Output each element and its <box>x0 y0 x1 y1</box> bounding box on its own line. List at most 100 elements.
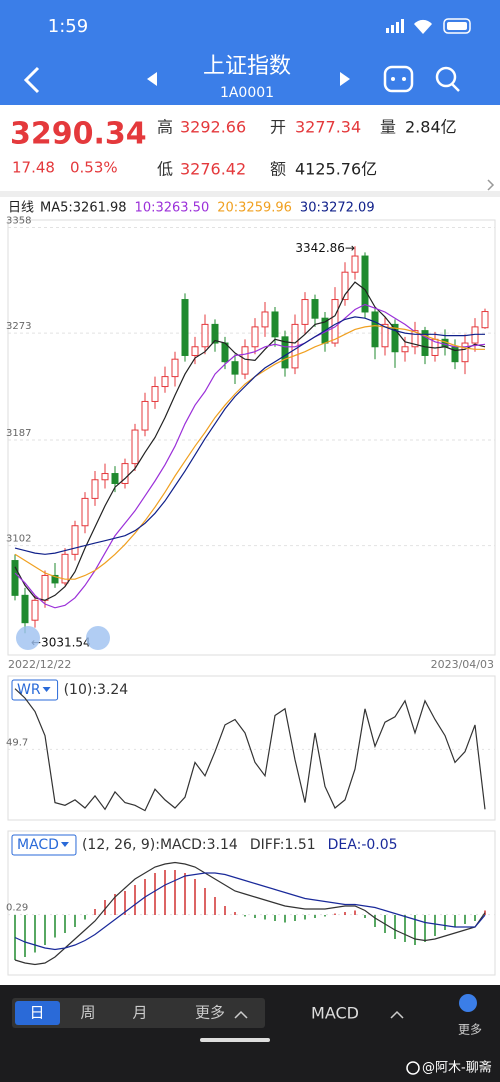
ma-line <box>14 281 486 601</box>
status-time: 1:59 <box>48 16 88 37</box>
candle-body <box>151 386 159 402</box>
candle-body <box>271 311 279 338</box>
y-tick-label: 3187 <box>6 428 31 439</box>
separator <box>0 191 500 197</box>
min-annotation: ←3031.54 <box>31 636 91 650</box>
candle-body <box>461 342 469 363</box>
stat-label: 高 <box>157 118 173 137</box>
indicator-select[interactable]: MACD <box>311 1004 359 1023</box>
legend-entry: 10:3263.50 <box>135 201 210 216</box>
candle-body <box>131 429 139 465</box>
change: 17.48 <box>12 159 55 177</box>
ma-line <box>14 316 485 555</box>
candle-body <box>171 358 179 378</box>
period-tabs <box>12 998 265 1028</box>
candle-body <box>251 326 259 348</box>
candle-body <box>351 255 359 273</box>
candle-body <box>11 560 19 596</box>
stock-title: 上证指数 <box>203 54 291 79</box>
candle-body <box>301 299 309 325</box>
period-tab[interactable]: 月 <box>132 1004 147 1022</box>
period-tab[interactable]: 日 <box>29 1004 44 1022</box>
legend-entry: DIFF:1.51 <box>250 837 316 853</box>
candle-body <box>111 473 119 484</box>
macd-line <box>14 872 486 951</box>
candle-body <box>211 323 219 344</box>
legend-entry: 20:3259.96 <box>217 201 292 216</box>
period-label: 日线 <box>8 201 34 216</box>
legend-entry: 30:3272.09 <box>300 201 375 216</box>
candle-body <box>51 574 59 584</box>
prev-button[interactable] <box>147 72 157 86</box>
x-tick-label: 2022/12/22 <box>8 658 71 671</box>
search-button[interactable] <box>435 66 460 92</box>
face-button[interactable] <box>383 65 414 93</box>
candle-body <box>481 311 489 329</box>
dropdown-triangle <box>42 687 51 692</box>
indicator-params: (10):3.24 <box>64 682 129 698</box>
stat-value: 3292.66 <box>180 118 246 137</box>
back-button[interactable] <box>23 66 40 94</box>
candle-body <box>191 346 199 356</box>
more-button[interactable]: 更多 <box>458 1023 482 1037</box>
candle-body <box>341 271 349 301</box>
candle-body <box>281 336 289 369</box>
y-tick-label: 3273 <box>6 321 31 332</box>
candle-body <box>231 361 239 375</box>
candle-body <box>141 400 149 431</box>
candle-body <box>311 299 319 319</box>
stat-value: 4125.76亿 <box>295 160 377 179</box>
candle-body <box>451 346 459 363</box>
candle-body <box>91 479 99 499</box>
period-tab[interactable]: 周 <box>80 1004 95 1022</box>
stat-label: 额 <box>270 160 286 179</box>
candle-body <box>121 463 129 484</box>
wr-frame <box>7 675 496 821</box>
candle-body <box>31 599 39 621</box>
dropdown-triangle <box>60 842 69 847</box>
ma-line <box>14 324 485 580</box>
candle-body <box>391 323 399 353</box>
expand-arrow[interactable] <box>487 179 495 191</box>
indicator-button-frame[interactable] <box>11 834 77 856</box>
x-tick-label: 2023/04/03 <box>431 658 494 671</box>
next-button[interactable] <box>340 72 350 86</box>
ma-line <box>14 303 486 609</box>
main-chart-frame <box>7 219 496 656</box>
macd-frame <box>7 830 496 976</box>
indicator-line <box>14 688 486 812</box>
legend-entry: DEA:-0.05 <box>328 837 398 853</box>
candle-body <box>81 497 89 527</box>
weibo-icon <box>406 1061 420 1075</box>
indicator-button[interactable]: MACD <box>17 837 59 853</box>
candle-body <box>361 255 369 313</box>
y-tick-label: 3102 <box>6 534 31 545</box>
header-bg <box>0 0 500 105</box>
more-icon[interactable] <box>459 994 477 1012</box>
chart-tool[interactable] <box>16 626 40 650</box>
indicator-button-frame[interactable] <box>11 679 59 701</box>
stat-label: 低 <box>157 160 173 179</box>
candle-body <box>181 299 189 356</box>
candle-body <box>41 574 49 601</box>
candle-body <box>331 299 339 344</box>
watermark: @阿木-聊斋 <box>422 1060 492 1076</box>
period-tab[interactable]: 更多 <box>195 1004 225 1022</box>
indicator-button[interactable]: WR <box>17 682 41 698</box>
status-icons <box>386 18 471 34</box>
stat-label: 量 <box>380 118 396 137</box>
legend-entry: MA5:3261.98 <box>40 201 127 216</box>
period-tab-active[interactable] <box>15 1001 60 1025</box>
candle-body <box>421 330 429 356</box>
candle-body <box>61 553 69 584</box>
more-arrow[interactable] <box>234 1010 248 1019</box>
stat-value: 3276.42 <box>180 160 246 179</box>
candle-body <box>201 323 209 348</box>
indicator-arrow[interactable] <box>390 1010 404 1019</box>
change-pct: 0.53% <box>70 159 118 177</box>
stat-value: 2.84亿 <box>405 118 457 137</box>
max-annotation: 3342.86→ <box>295 241 355 255</box>
candle-body <box>411 330 419 348</box>
chart-tool[interactable] <box>86 626 110 650</box>
